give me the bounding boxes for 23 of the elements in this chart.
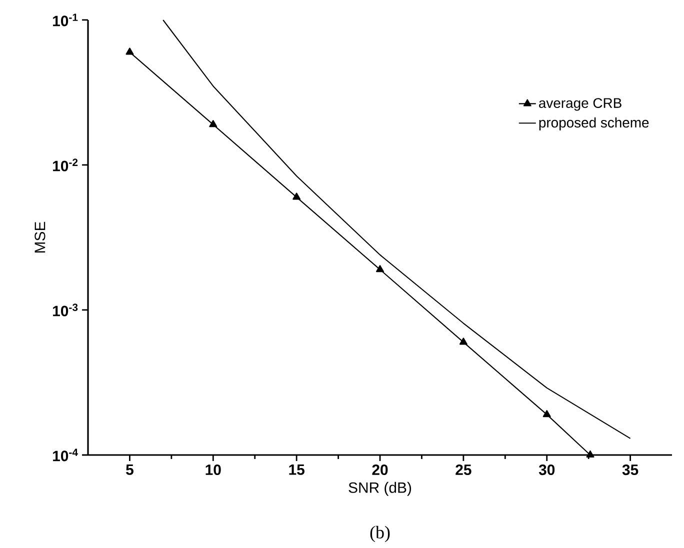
y-tick-label: 10$^{-1}$ [53,14,78,26]
x-tick-label: 30 [538,464,555,476]
x-tick-label: 15 [289,464,304,475]
legend-label: proposed scheme [539,117,649,130]
text: (b) [370,526,390,542]
point [126,48,134,55]
point [542,410,551,418]
x-tick-label: 35 [622,464,638,476]
point [376,265,384,272]
point [459,338,468,345]
y-axis-title: MSE [34,222,46,252]
x-axis-title: SNR (dB) [348,482,412,496]
point [292,192,301,200]
point [586,450,594,458]
point [209,120,218,128]
y-tick-label: 10$^{-2}$ [53,158,78,172]
y-tick-label: 10$^{-4}$ [53,448,78,462]
legend-label: average CRB [539,98,622,111]
x-tick-label: 25 [456,464,472,476]
x-tick-label: 10 [206,464,221,476]
x-tick-label: 5 [126,464,134,475]
y-tick-label: 10$^{-3}$ [53,304,78,316]
x-tick-label: 20 [372,464,388,476]
